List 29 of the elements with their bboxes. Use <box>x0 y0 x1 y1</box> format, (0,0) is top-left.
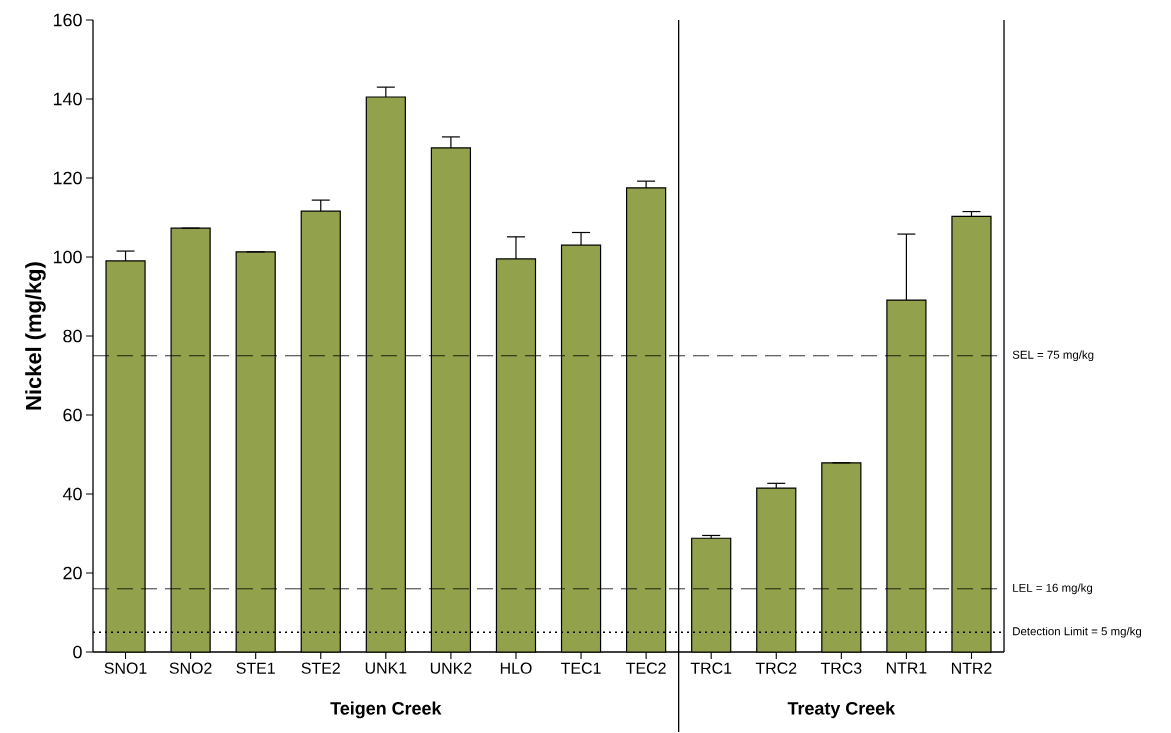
x-tick-label: TRC1 <box>690 662 732 674</box>
x-tick-label: TRC2 <box>755 662 797 674</box>
y-tick-label: 100 <box>53 250 82 264</box>
ref-line-label: SEL = 75 mg/kg <box>1012 350 1094 362</box>
y-tick-label: 80 <box>63 329 82 343</box>
y-tick-label: 160 <box>53 13 82 27</box>
text: Treaty Creek <box>787 701 896 719</box>
x-tick-label: SNO2 <box>169 662 212 674</box>
x-tick-label: UNK2 <box>430 662 472 674</box>
y-tick-label: 140 <box>53 92 82 106</box>
x-tick-label: TEC1 <box>561 662 601 674</box>
text: Teigen Creek <box>330 701 442 719</box>
x-tick-label: NTR1 <box>886 662 927 674</box>
x-tick-label: TEC2 <box>626 662 666 674</box>
x-tick-label: STE2 <box>301 662 340 674</box>
x-tick-label: TRC3 <box>820 662 862 674</box>
ref-line-label: LEL = 16 mg/kg <box>1013 583 1093 595</box>
x-tick-label: STE1 <box>236 662 275 674</box>
x-tick-label: HLO <box>500 662 532 674</box>
ref-line-label: Detection Limit = 5 mg/kg <box>1013 627 1142 638</box>
x-tick-label: SNO1 <box>104 662 147 674</box>
y-tick-label: 0 <box>73 645 82 659</box>
y-tick-label: 20 <box>63 566 82 580</box>
y-tick-label: 40 <box>62 487 82 501</box>
y-tick-label: 120 <box>53 171 82 185</box>
x-tick-label: UNK1 <box>365 662 407 674</box>
x-tick-label: NTR2 <box>951 662 992 674</box>
y-axis-title: Nickel (mg/kg) <box>25 262 46 410</box>
y-tick-label: 60 <box>63 408 82 422</box>
